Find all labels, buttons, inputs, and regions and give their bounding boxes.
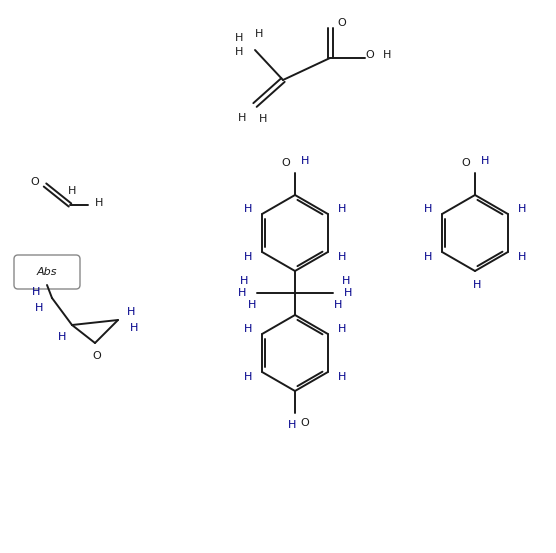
Text: H: H	[238, 113, 246, 123]
Text: H: H	[344, 288, 352, 298]
Text: H: H	[35, 303, 43, 313]
Text: H: H	[235, 33, 243, 43]
Text: H: H	[127, 307, 135, 317]
Text: H: H	[58, 332, 66, 342]
Text: H: H	[337, 252, 346, 262]
Text: H: H	[288, 420, 296, 430]
Text: H: H	[337, 204, 346, 214]
Text: Abs: Abs	[37, 267, 57, 277]
Text: H: H	[259, 114, 267, 124]
Text: H: H	[518, 204, 526, 214]
Text: H: H	[235, 47, 243, 57]
Text: H: H	[240, 276, 248, 286]
Text: H: H	[383, 50, 391, 60]
Text: O: O	[461, 158, 470, 168]
Text: H: H	[424, 204, 432, 214]
Text: H: H	[518, 252, 526, 262]
Text: H: H	[301, 156, 309, 166]
Text: H: H	[238, 288, 246, 298]
Text: H: H	[337, 372, 346, 382]
Text: O: O	[366, 50, 374, 60]
Text: H: H	[130, 323, 138, 333]
Text: H: H	[244, 204, 252, 214]
Text: H: H	[334, 300, 342, 310]
Text: H: H	[244, 372, 252, 382]
Text: O: O	[282, 158, 290, 168]
Text: O: O	[31, 177, 39, 187]
Text: H: H	[481, 156, 489, 166]
Text: H: H	[473, 280, 481, 290]
Text: H: H	[342, 276, 350, 286]
Text: H: H	[337, 324, 346, 334]
FancyBboxPatch shape	[14, 255, 80, 289]
Text: H: H	[32, 287, 40, 297]
Text: O: O	[301, 418, 309, 428]
Text: H: H	[424, 252, 432, 262]
Text: H: H	[68, 186, 76, 196]
Text: O: O	[337, 18, 346, 28]
Text: H: H	[248, 300, 256, 310]
Text: H: H	[244, 324, 252, 334]
Text: H: H	[244, 252, 252, 262]
Text: O: O	[93, 351, 101, 361]
Text: H: H	[95, 198, 103, 208]
Text: H: H	[255, 29, 263, 39]
